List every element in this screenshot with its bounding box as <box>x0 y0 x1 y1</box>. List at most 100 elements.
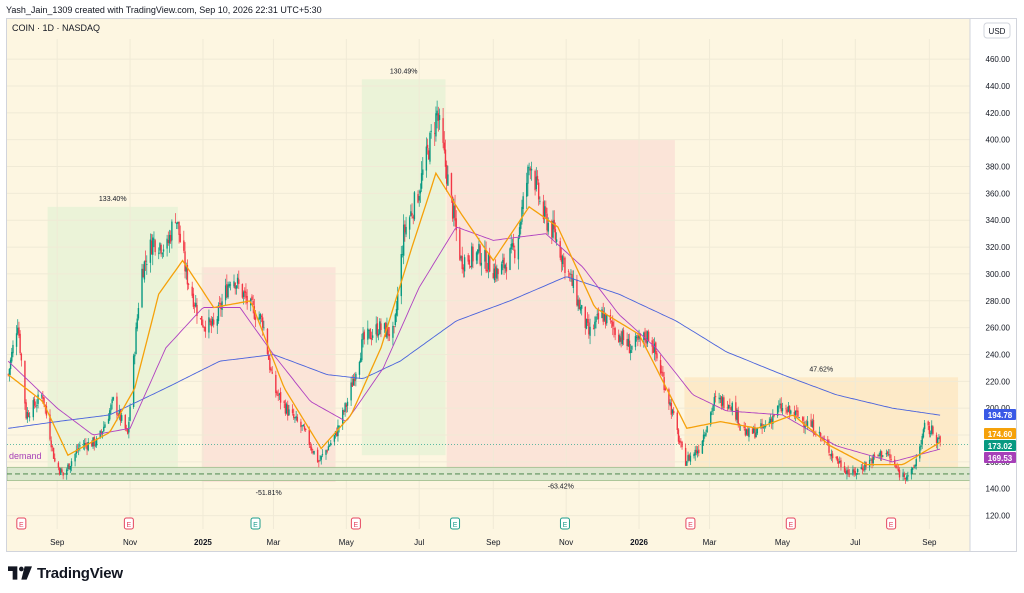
candle-body <box>551 220 553 238</box>
candle-body <box>621 331 624 344</box>
candle-body <box>287 404 289 416</box>
candle-body <box>285 404 288 414</box>
candle-body <box>336 431 338 437</box>
candle-body <box>584 306 586 328</box>
candle-body <box>864 462 866 471</box>
candle-body <box>18 327 20 336</box>
earnings-marker-icon <box>250 517 261 530</box>
candle-body <box>738 423 741 425</box>
candle-body <box>152 237 154 255</box>
candle-body <box>684 447 687 466</box>
candle-body <box>878 454 880 456</box>
candle-body <box>303 426 306 430</box>
x-axis-tick-label: Nov <box>123 538 137 547</box>
candle-body <box>779 403 781 405</box>
candle-body <box>258 317 260 320</box>
earnings-marker-label: E <box>889 522 894 529</box>
candle-body <box>385 322 387 337</box>
candle-body <box>118 409 121 416</box>
candle-body <box>578 299 581 310</box>
candle-body <box>368 329 370 331</box>
candle-body <box>67 464 69 470</box>
candle-body <box>938 437 940 439</box>
candle-body <box>438 115 441 121</box>
candle-body <box>319 460 321 461</box>
candle-body <box>149 239 152 263</box>
candle-body <box>622 330 625 341</box>
candle-body <box>379 321 381 334</box>
candle-body <box>644 331 646 340</box>
candle-body <box>536 175 539 181</box>
candle-body <box>124 414 126 429</box>
earnings-marker-label: E <box>127 522 132 529</box>
candle-body <box>101 431 104 435</box>
candle-body <box>561 256 564 265</box>
candle-body <box>527 166 529 184</box>
candle-body <box>545 207 547 214</box>
candle-body <box>260 316 263 317</box>
candle-body <box>126 428 129 434</box>
price-axis-tick-label: 400.00 <box>986 136 1011 145</box>
candle-body <box>802 417 804 421</box>
candle-body <box>520 221 522 229</box>
candle-body <box>343 410 345 413</box>
candle-body <box>202 324 204 327</box>
candle-body <box>137 308 140 319</box>
candle-body <box>569 273 571 275</box>
candle-body <box>748 428 750 438</box>
candle-body <box>177 221 179 224</box>
candle-body <box>601 309 603 319</box>
candle-body <box>468 259 471 265</box>
candle-body <box>396 294 399 311</box>
price-axis-tick-label: 420.00 <box>986 109 1011 118</box>
candle-body <box>756 427 759 434</box>
candle-body <box>484 249 486 262</box>
candle-body <box>193 304 196 307</box>
candle-body <box>846 470 848 475</box>
footer-brand[interactable]: TradingView <box>8 562 123 584</box>
candle-body <box>277 395 279 396</box>
x-axis-tick-label: Sep <box>922 538 937 547</box>
candle-body <box>837 461 840 464</box>
candle-body <box>93 436 95 447</box>
price-labels: 194.78 174.60 173.02 169.53 <box>984 409 1016 463</box>
candle-body <box>209 319 211 323</box>
candle-body <box>184 251 186 272</box>
price-axis[interactable]: 120.00140.00160.00180.00200.00220.00240.… <box>969 19 1017 552</box>
candle-body <box>828 445 830 453</box>
candle-body <box>51 446 54 448</box>
candle-body <box>419 190 422 194</box>
earnings-marker-label: E <box>788 522 793 529</box>
candle-body <box>547 222 549 232</box>
price-axis-tick-label: 260.00 <box>986 324 1011 333</box>
candle-body <box>588 322 590 335</box>
candle-body <box>377 333 380 336</box>
candle-body <box>380 323 382 331</box>
candle-body <box>333 435 336 442</box>
candle-body <box>530 168 533 171</box>
candle-body <box>477 249 479 255</box>
candle-body <box>698 449 700 454</box>
candle-body <box>32 400 34 418</box>
candle-body <box>500 264 503 275</box>
chart-frame[interactable]: 133.40% -51.81% 130.49% -63.42% 47.62% E E E E E… <box>6 18 1017 552</box>
candle-body <box>659 360 662 374</box>
candle-body <box>594 321 596 329</box>
candle-body <box>871 458 873 464</box>
candle-body <box>896 466 898 468</box>
candle-body <box>819 432 822 437</box>
candle-body <box>178 221 180 235</box>
candle-body <box>546 213 548 231</box>
candle-body <box>577 299 579 307</box>
candle-body <box>696 450 699 454</box>
candle-body <box>827 439 829 446</box>
candle-body <box>576 279 578 306</box>
earnings-marker-icon <box>123 517 134 530</box>
currency-badge[interactable]: USD <box>983 22 1011 39</box>
chart-canvas[interactable]: 133.40% -51.81% 130.49% -63.42% 47.62% E E E E E… <box>7 19 1017 552</box>
candle-body <box>420 173 423 189</box>
price-label-text: 174.60 <box>988 430 1013 439</box>
candle-body <box>254 317 257 320</box>
candle-body <box>24 360 26 404</box>
